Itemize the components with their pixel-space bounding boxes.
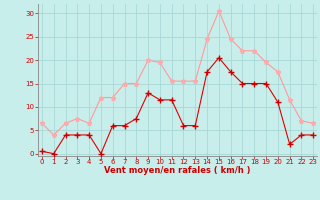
X-axis label: Vent moyen/en rafales ( km/h ): Vent moyen/en rafales ( km/h ) [104,166,251,175]
